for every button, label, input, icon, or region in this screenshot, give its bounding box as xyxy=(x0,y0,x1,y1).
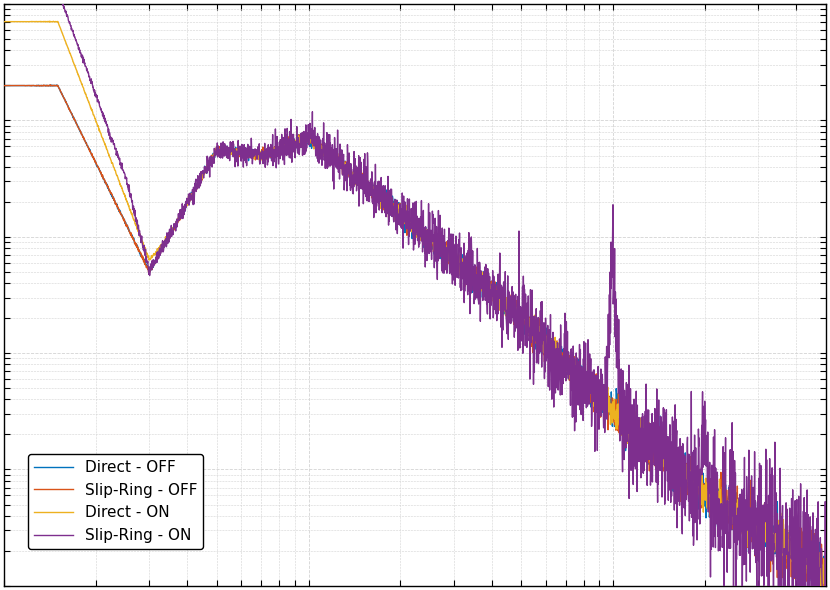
Line: Direct - OFF: Direct - OFF xyxy=(4,85,826,590)
Direct - ON xyxy=(0,18,9,25)
Direct - ON xyxy=(805,546,815,553)
Slip-Ring - ON xyxy=(93,96,103,103)
Direct - ON xyxy=(93,122,103,129)
Direct - OFF xyxy=(142,264,152,271)
Legend: Direct - OFF, Slip-Ring - OFF, Direct - ON, Slip-Ring - ON: Direct - OFF, Slip-Ring - OFF, Direct - … xyxy=(28,454,203,549)
Slip-Ring - OFF xyxy=(93,164,103,171)
Direct - OFF xyxy=(350,173,360,180)
Slip-Ring - ON xyxy=(350,155,360,162)
Slip-Ring - ON xyxy=(716,515,726,522)
Line: Direct - ON: Direct - ON xyxy=(4,21,826,590)
Slip-Ring - OFF xyxy=(716,499,726,506)
Direct - OFF xyxy=(315,145,325,152)
Direct - OFF xyxy=(93,164,103,171)
Slip-Ring - ON xyxy=(142,259,152,266)
Slip-Ring - OFF xyxy=(315,139,325,146)
Direct - ON xyxy=(350,173,360,180)
Line: Slip-Ring - ON: Slip-Ring - ON xyxy=(4,0,826,590)
Slip-Ring - ON xyxy=(315,135,325,142)
Direct - OFF xyxy=(46,81,56,88)
Direct - OFF xyxy=(716,518,726,525)
Slip-Ring - OFF xyxy=(805,552,815,559)
Slip-Ring - OFF xyxy=(45,81,55,88)
Slip-Ring - ON xyxy=(805,575,815,582)
Slip-Ring - OFF xyxy=(350,165,360,172)
Direct - OFF xyxy=(805,559,815,566)
Slip-Ring - OFF xyxy=(821,572,830,579)
Line: Slip-Ring - OFF: Slip-Ring - OFF xyxy=(4,85,826,590)
Direct - OFF xyxy=(821,589,830,590)
Direct - ON xyxy=(716,505,726,512)
Direct - ON xyxy=(142,250,152,257)
Slip-Ring - OFF xyxy=(142,264,152,271)
Direct - ON xyxy=(44,18,54,25)
Direct - ON xyxy=(315,145,325,152)
Slip-Ring - OFF xyxy=(0,82,9,89)
Direct - OFF xyxy=(0,82,9,89)
Direct - ON xyxy=(821,575,830,582)
